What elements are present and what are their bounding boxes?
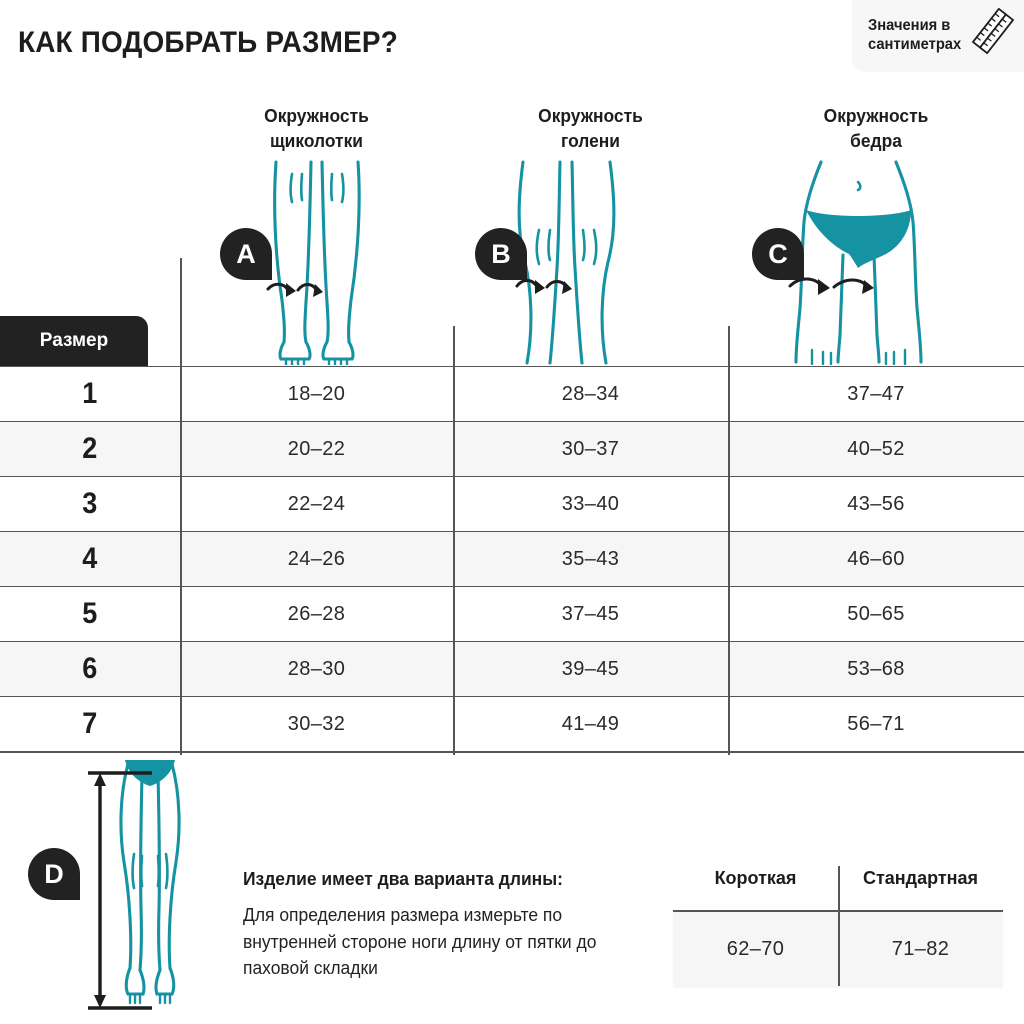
- column-divider-1: [180, 258, 182, 755]
- cell-size: 2: [82, 432, 98, 465]
- cell-calf: 35–43: [561, 547, 620, 570]
- size-column-header: Размер: [0, 316, 148, 366]
- badge-d: D: [28, 848, 80, 900]
- column-header-ankle-line-1: Окружность: [264, 105, 369, 126]
- unit-badge: Значения в сантиметрах: [852, 0, 1024, 72]
- length-table-header-row: Короткая Стандартная: [673, 866, 1003, 910]
- badge-b: B: [475, 228, 527, 280]
- length-instructions-body: Для определения размера измерьте по внут…: [243, 905, 597, 978]
- cell-size: 7: [82, 707, 98, 740]
- length-table: Короткая Стандартная 62–70 71–82: [673, 866, 1003, 988]
- cell-size: 3: [82, 487, 98, 520]
- hip-briefs-illustration: C: [728, 160, 1024, 365]
- table-bottom-border: [0, 751, 1024, 753]
- ankle-legs-illustration: A: [180, 160, 453, 365]
- table-row: 7 30–32 41–49 56–71: [0, 696, 1024, 751]
- column-divider-3: [728, 326, 730, 755]
- table-row: 6 28–30 39–45 53–68: [0, 641, 1024, 696]
- column-header-calf: Окружность голени: [453, 104, 728, 154]
- cell-hip: 46–60: [847, 547, 905, 570]
- cell-ankle: 22–24: [287, 492, 346, 515]
- cell-calf: 28–34: [561, 382, 620, 405]
- page-title: КАК ПОДОБРАТЬ РАЗМЕР?: [18, 26, 398, 59]
- cell-size: 5: [82, 597, 98, 630]
- length-table-column-divider: [838, 866, 840, 986]
- size-table: 1 18–20 28–34 37–47 2 20–22 30–37 40–52 …: [0, 366, 1024, 751]
- cell-hip: 37–47: [847, 382, 905, 405]
- length-instructions-heading: Изделие имеет два варианта длины:: [243, 869, 563, 889]
- cell-size: 6: [82, 652, 98, 685]
- length-value-short: 62–70: [726, 938, 785, 961]
- cell-calf: 37–45: [561, 602, 620, 625]
- cell-ankle: 30–32: [287, 712, 346, 735]
- cell-calf: 33–40: [561, 492, 620, 515]
- badge-c: C: [752, 228, 804, 280]
- cell-hip: 40–52: [847, 437, 905, 460]
- unit-badge-text: Значения в сантиметрах: [868, 17, 961, 55]
- cell-calf: 39–45: [561, 657, 620, 680]
- ruler-icon: [971, 8, 1015, 54]
- cell-ankle: 28–30: [287, 657, 346, 680]
- cell-size: 4: [82, 542, 98, 575]
- cell-hip: 50–65: [847, 602, 905, 625]
- cell-ankle: 20–22: [287, 437, 346, 460]
- length-instructions: Изделие имеет два варианта длины: Для оп…: [243, 868, 655, 981]
- cell-ankle: 26–28: [287, 602, 346, 625]
- length-value-standard: 71–82: [891, 938, 950, 961]
- column-header-hip-line-2: бедра: [850, 129, 902, 151]
- calf-legs-illustration: B: [453, 160, 728, 365]
- cell-size: 1: [82, 377, 98, 410]
- cell-calf: 41–49: [561, 712, 620, 735]
- cell-ankle: 18–20: [287, 382, 346, 405]
- column-divider-2: [453, 326, 455, 755]
- column-header-calf-line-2: голени: [561, 129, 620, 151]
- cell-calf: 30–37: [561, 437, 620, 460]
- table-row: 2 20–22 30–37 40–52: [0, 421, 1024, 476]
- cell-hip: 43–56: [847, 492, 905, 515]
- table-row: 3 22–24 33–40 43–56: [0, 476, 1024, 531]
- unit-badge-line-1: Значения в: [868, 17, 951, 35]
- column-header-ankle: Окружность щиколотки: [180, 104, 453, 154]
- table-row: 5 26–28 37–45 50–65: [0, 586, 1024, 641]
- unit-badge-line-2: сантиметрах: [868, 36, 962, 53]
- cell-hip: 53–68: [847, 657, 905, 680]
- full-leg-length-illustration: [20, 758, 270, 1024]
- table-row: 1 18–20 28–34 37–47: [0, 366, 1024, 421]
- length-column-standard: Стандартная: [862, 868, 979, 888]
- column-header-hip: Окружность бедра: [728, 104, 1024, 154]
- column-header-calf-line-1: Окружность: [538, 105, 643, 126]
- table-row: 4 24–26 35–43 46–60: [0, 531, 1024, 586]
- badge-a: A: [220, 228, 272, 280]
- column-header-hip-line-1: Окружность: [823, 105, 929, 126]
- column-header-ankle-line-2: щиколотки: [270, 129, 363, 151]
- cell-ankle: 24–26: [287, 547, 346, 570]
- cell-hip: 56–71: [847, 712, 905, 735]
- length-column-short: Короткая: [714, 868, 797, 888]
